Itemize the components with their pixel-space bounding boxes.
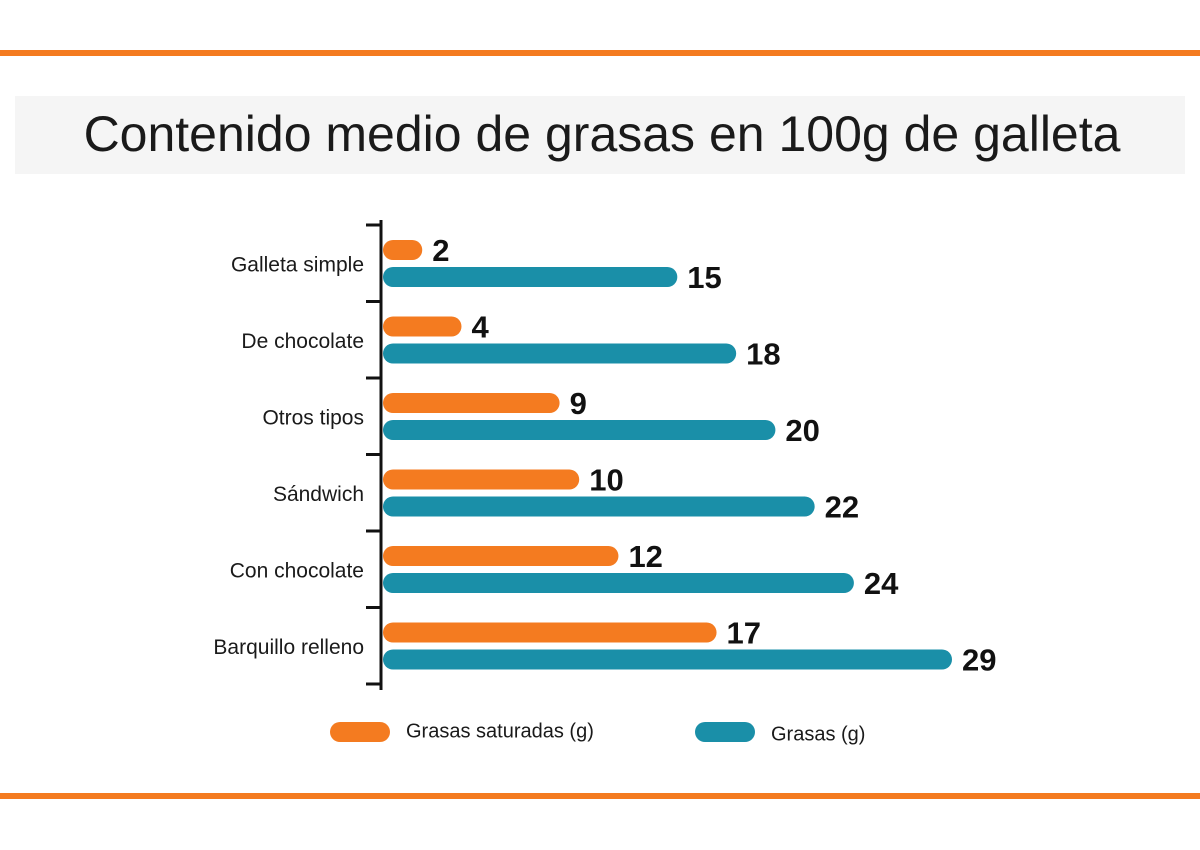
bar: [383, 469, 580, 490]
bottom-rule: [0, 793, 1200, 799]
bar: [383, 573, 854, 593]
category-label: Galleta simple: [231, 254, 364, 277]
bar: [383, 420, 776, 440]
value-label: 9: [570, 386, 587, 421]
category-label: Barquillo relleno: [213, 636, 364, 659]
value-label: 29: [962, 643, 996, 678]
legend-label: Grasas (g): [771, 723, 865, 745]
bar: [383, 393, 560, 413]
chart-title: Contenido medio de grasas en 100g de gal…: [84, 106, 1121, 162]
value-label: 20: [785, 413, 819, 448]
bar: [383, 240, 423, 260]
bar: [383, 496, 815, 517]
value-label: 2: [432, 233, 449, 268]
value-label: 4: [471, 310, 489, 345]
category-label: De chocolate: [241, 330, 364, 353]
bar: [383, 316, 462, 337]
bar: [383, 267, 678, 287]
legend-swatch: [695, 722, 755, 742]
value-label: 17: [727, 616, 761, 651]
value-label: 15: [687, 260, 721, 295]
value-label: 24: [864, 566, 899, 601]
title-band: [15, 96, 1185, 174]
bar: [383, 343, 737, 364]
legend-label: Grasas saturadas (g): [406, 720, 594, 742]
legend-swatch: [330, 722, 390, 742]
category-label: Sándwich: [273, 483, 364, 506]
bar: [383, 649, 952, 670]
top-rule: [0, 50, 1200, 56]
category-label: Otros tipos: [262, 407, 364, 430]
value-label: 18: [746, 337, 780, 372]
value-label: 10: [589, 463, 623, 498]
bar: [383, 546, 619, 566]
value-label: 12: [628, 539, 662, 574]
bar: [383, 622, 717, 643]
category-label: Con chocolate: [230, 560, 364, 583]
value-label: 22: [825, 490, 859, 525]
